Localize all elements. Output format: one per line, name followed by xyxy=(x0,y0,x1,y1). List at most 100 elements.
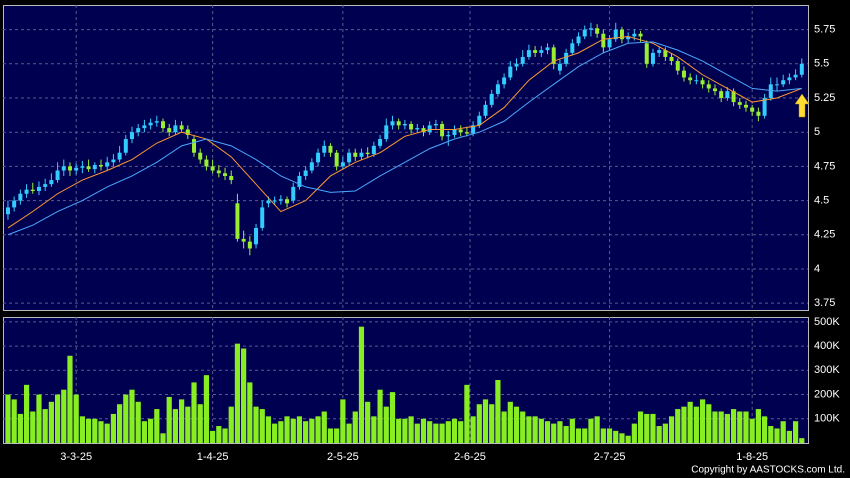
volume-bar xyxy=(154,409,160,443)
candle-body xyxy=(650,52,655,64)
candle-body xyxy=(477,115,482,126)
candle-body xyxy=(712,88,717,92)
volume-bar xyxy=(216,426,222,443)
volume-bar xyxy=(104,423,110,443)
candle-body xyxy=(247,241,252,249)
candle-body xyxy=(396,121,401,126)
volume-bar xyxy=(799,438,805,443)
volume-bar xyxy=(687,401,693,443)
volume-bar xyxy=(272,423,278,443)
volume-bar xyxy=(650,413,656,443)
candle-body xyxy=(743,104,748,108)
y-tick-label: 300K xyxy=(814,364,840,376)
volume-bar xyxy=(346,423,352,443)
candle-body xyxy=(291,186,296,201)
volume-bar xyxy=(526,416,532,443)
volume-bar xyxy=(228,406,234,443)
candle-body xyxy=(117,152,122,160)
volume-bar xyxy=(17,413,23,443)
candle-body xyxy=(192,139,197,153)
volume-bar xyxy=(327,428,334,443)
volume-bar xyxy=(433,423,439,443)
volume-bar xyxy=(538,418,544,443)
volume-bar xyxy=(92,418,98,443)
volume-bar xyxy=(792,421,799,443)
candle-body xyxy=(719,91,724,99)
y-tick-label: 4.75 xyxy=(814,160,835,172)
candle-body xyxy=(632,33,637,37)
volume-bar xyxy=(290,418,296,443)
candle-body xyxy=(514,63,519,67)
volume-bar xyxy=(730,409,737,443)
volume-bar xyxy=(284,416,290,443)
candle-body xyxy=(384,125,389,140)
volume-bar xyxy=(98,421,104,443)
volume-bar xyxy=(408,416,414,443)
candle-body xyxy=(30,189,35,192)
candle-body xyxy=(161,121,166,129)
volume-bar xyxy=(5,394,11,443)
candle-body xyxy=(520,56,525,64)
volume-bar xyxy=(210,430,216,443)
volume-bar xyxy=(482,399,489,443)
volume-bar xyxy=(371,416,377,443)
volume-bar xyxy=(129,389,135,443)
candle-body xyxy=(433,123,438,126)
candle-body xyxy=(595,28,600,34)
candle-body xyxy=(706,84,711,89)
volume-bar xyxy=(693,406,699,443)
y-tick-label: 4.25 xyxy=(814,229,835,241)
candle-body xyxy=(353,152,358,157)
volume-bar xyxy=(340,399,346,443)
x-tick-label: 2-6-25 xyxy=(454,451,486,463)
volume-bar xyxy=(600,428,606,443)
candle-body xyxy=(731,91,736,103)
candle-body xyxy=(452,129,457,135)
volume-bar xyxy=(557,421,563,443)
volume-bar xyxy=(414,423,420,443)
y-tick-label: 4.5 xyxy=(814,194,829,206)
volume-bar xyxy=(718,411,724,443)
volume-bar xyxy=(631,423,637,443)
volume-bar xyxy=(749,418,755,443)
volume-bar xyxy=(172,409,179,443)
candle-body xyxy=(340,162,345,167)
candle-body xyxy=(657,50,662,53)
volume-bar xyxy=(681,406,687,443)
candle-body xyxy=(756,111,761,116)
x-tick-label: 2-7-25 xyxy=(594,451,626,463)
candle-body xyxy=(508,66,513,78)
volume-bar xyxy=(334,428,340,443)
candle-body xyxy=(669,56,674,62)
candle-body xyxy=(173,125,178,133)
volume-bar xyxy=(755,409,761,443)
y-tick-label: 400K xyxy=(814,340,840,352)
candle-body xyxy=(582,29,587,37)
candle-body xyxy=(167,128,172,133)
volume-bar xyxy=(551,423,557,443)
volume-bar xyxy=(296,416,303,443)
volume-bar xyxy=(544,421,551,443)
volume-bar xyxy=(743,411,749,443)
volume-bar xyxy=(160,433,166,443)
volume-bar xyxy=(11,399,17,443)
candle-body xyxy=(502,77,507,85)
volume-bar xyxy=(185,406,191,443)
candle-body xyxy=(378,139,383,146)
y-tick-label: 5 xyxy=(814,126,820,138)
candle-body xyxy=(793,74,798,78)
candle-body xyxy=(638,33,643,37)
candle-body xyxy=(241,238,246,242)
volume-bar xyxy=(247,382,253,443)
candle-body xyxy=(446,134,451,137)
y-tick-label: 200K xyxy=(814,388,840,400)
volume-bar xyxy=(222,428,228,443)
y-tick-label: 5.25 xyxy=(814,92,835,104)
candle-body xyxy=(607,39,612,48)
volume-bar xyxy=(377,389,383,443)
candle-body xyxy=(347,152,352,163)
volume-bar xyxy=(352,411,358,443)
volume-bar xyxy=(315,416,321,443)
volume-bar xyxy=(613,430,619,443)
